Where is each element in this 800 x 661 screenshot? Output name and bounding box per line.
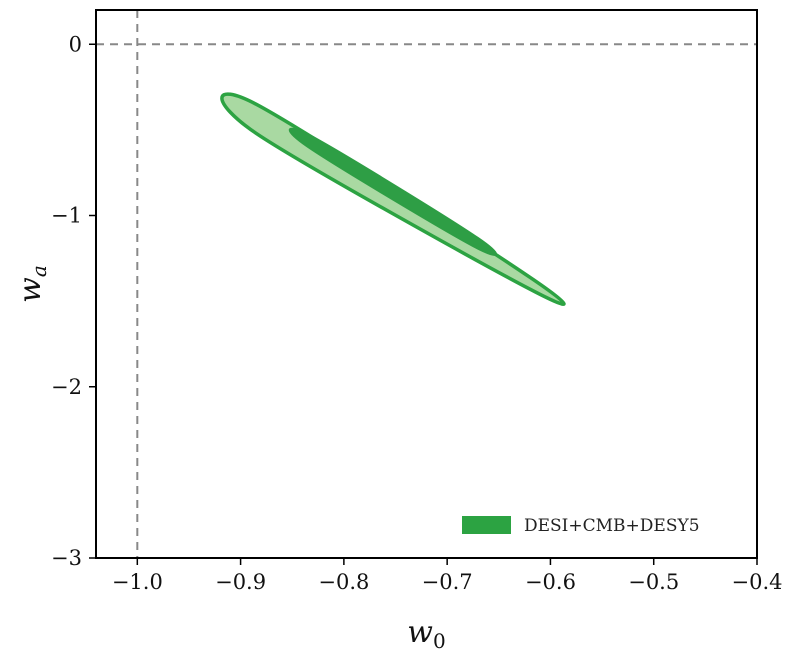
x-tick-label: −1.0 (112, 570, 163, 594)
legend-swatch (462, 516, 511, 534)
x-tick-label: −0.9 (215, 570, 266, 594)
y-tick-label: −1 (51, 204, 82, 228)
plot-frame (95, 9, 758, 559)
y-tick-label: 0 (69, 32, 82, 56)
contour-68 (288, 127, 498, 256)
y-axis-label: wa (13, 265, 51, 303)
plot-area (96, 10, 757, 558)
y-tick-label: −3 (51, 546, 82, 570)
x-tick-label: −0.5 (628, 570, 679, 594)
legend-label: DESI+CMB+DESY5 (524, 516, 700, 536)
y-tick-label: −2 (51, 375, 82, 399)
x-tick-label: −0.6 (525, 570, 576, 594)
x-tick-label: −0.8 (318, 570, 369, 594)
x-tick-label: −0.4 (732, 570, 783, 594)
x-axis-label: w0 (407, 615, 445, 653)
x-tick-label: −0.7 (422, 570, 473, 594)
